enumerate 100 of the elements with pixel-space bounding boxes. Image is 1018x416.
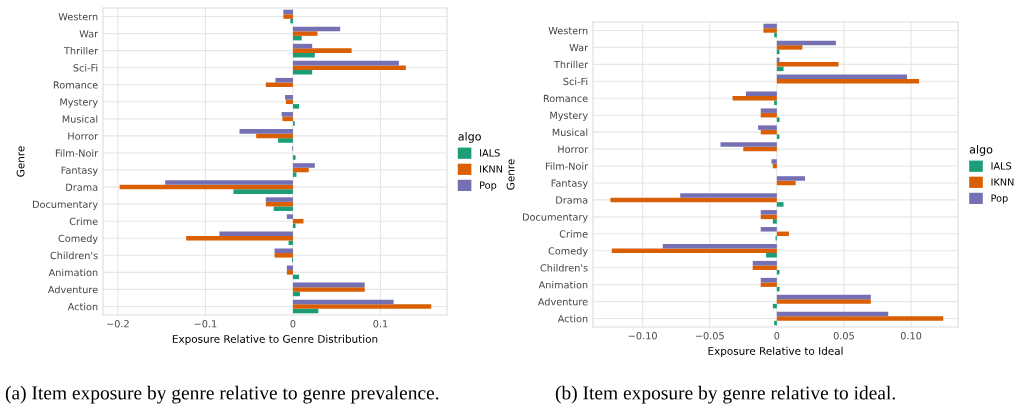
y-tick-label: Musical (552, 128, 588, 136)
bar (219, 231, 293, 236)
y-tick-label: Crime (69, 217, 98, 226)
bar (283, 9, 293, 15)
bar (776, 45, 803, 50)
legend-label: IALS (480, 149, 500, 157)
y-tick-label: Mystery (60, 98, 98, 108)
bar (292, 287, 365, 292)
y-tick-label: Animation (538, 280, 588, 289)
y-tick-label: Documentary (33, 200, 98, 210)
y-tick-label: Sci-Fi (563, 77, 588, 86)
bar (776, 62, 839, 67)
bar (776, 202, 784, 207)
bar (292, 35, 302, 41)
bar (774, 32, 777, 38)
y-tick-label: Musical (62, 115, 98, 123)
bar (292, 155, 296, 160)
y-tick-label: Horror (68, 132, 99, 140)
y-tick-label: War (79, 30, 99, 38)
x-axis-title: Exposure Relative to Genre Distribution (172, 334, 378, 345)
y-tick-label: Thriller (553, 60, 589, 69)
bar (776, 117, 780, 122)
legend-label: IALS (991, 162, 1012, 170)
y-tick-label: Drama (66, 183, 98, 191)
y-tick-label: Western (58, 13, 98, 21)
bar (239, 129, 293, 134)
bar (292, 163, 315, 168)
y-tick-label: Crime (559, 230, 588, 238)
bar (274, 248, 293, 254)
y-tick-label: Action (557, 314, 588, 323)
y-tick-label: Sci-Fi (73, 64, 98, 72)
bar (611, 248, 777, 254)
bar (283, 14, 293, 19)
bar (720, 142, 777, 147)
bar (776, 286, 780, 292)
bar (760, 282, 777, 287)
x-tick-label: 0.1 (373, 320, 388, 328)
y-tick-label: Animation (48, 268, 98, 277)
y-tick-label: Thriller (63, 46, 99, 55)
bar (776, 269, 780, 275)
bar (186, 235, 293, 241)
bar (752, 265, 777, 270)
bar (758, 125, 777, 130)
text: (a) Item exposure by genre relative to genre prevalence. (5, 385, 439, 404)
bar (774, 100, 777, 106)
bar (760, 210, 777, 215)
bar (265, 197, 293, 202)
legend-label: Pop (480, 181, 497, 191)
y-tick-label: Film-Noir (545, 162, 589, 170)
bar (273, 206, 293, 211)
bar (776, 134, 780, 139)
bar (292, 223, 296, 229)
bar (776, 176, 806, 181)
bar (292, 48, 352, 53)
y-tick-label: Horror (558, 145, 589, 153)
x-tick-label: −0.05 (695, 332, 724, 340)
bar (265, 82, 293, 88)
y-tick-label: Western (548, 27, 588, 35)
bar (763, 23, 777, 29)
x-tick-label: 0.05 (833, 332, 854, 340)
bar (776, 316, 944, 321)
x-tick-label: 0 (774, 332, 780, 340)
text: (b) Item exposure by genre relative to ideal. (555, 385, 895, 404)
bar (292, 65, 406, 70)
bar (766, 253, 777, 258)
bar (732, 95, 777, 101)
y-axis-title: Genre (16, 146, 25, 177)
y-tick-label: Drama (556, 196, 588, 204)
bar (760, 108, 777, 113)
bar (290, 18, 293, 24)
bar (165, 180, 293, 185)
y-tick-label: Comedy (58, 234, 98, 244)
bar (292, 172, 297, 177)
bar (233, 189, 293, 194)
y-tick-label: Children's (540, 264, 588, 272)
bar (275, 77, 293, 83)
bar (292, 69, 313, 75)
bar (776, 66, 784, 72)
bar (278, 138, 293, 143)
y-tick-label: Romance (543, 94, 588, 103)
x-tick-label: −0.10 (628, 332, 657, 340)
bar (292, 304, 432, 309)
bar (772, 219, 777, 224)
legend-label: IKNN (991, 178, 1014, 186)
y-tick-label: Adventure (537, 297, 588, 306)
bar (776, 49, 780, 55)
y-axis-title: Genre (506, 159, 515, 190)
y-tick-label: Romance (53, 81, 98, 89)
y-tick-label: Fantasy (551, 179, 588, 189)
y-tick-label: Action (67, 302, 98, 311)
legend-title: algo (969, 144, 993, 156)
bar (745, 91, 777, 96)
y-tick-label: War (569, 44, 589, 52)
bar (286, 214, 293, 219)
bar (285, 94, 293, 100)
legend-title: algo (458, 131, 481, 143)
bar (774, 320, 777, 326)
x-tick-label: −0.1 (194, 320, 217, 328)
bar (760, 227, 777, 232)
x-tick-label: −0.2 (107, 320, 129, 328)
